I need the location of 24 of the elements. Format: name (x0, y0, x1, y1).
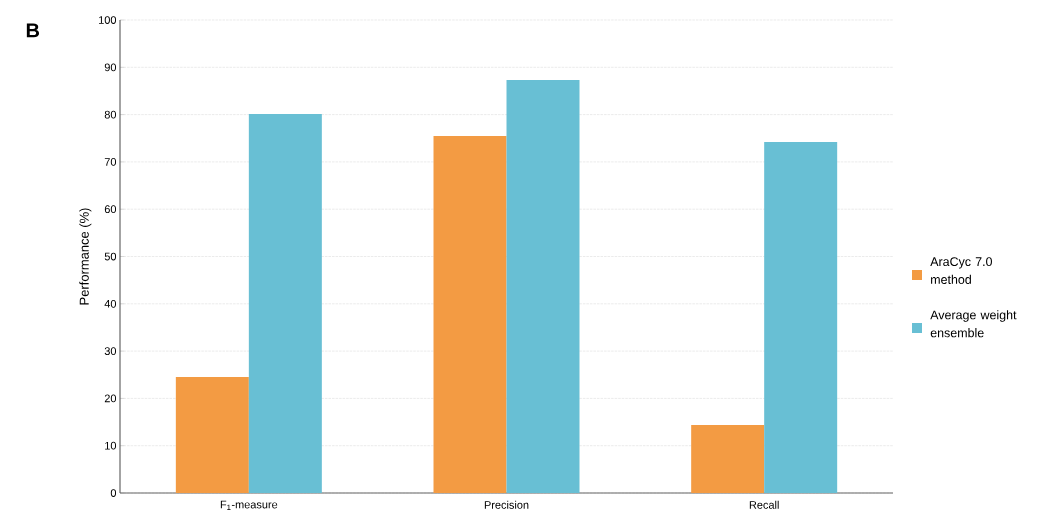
bar (433, 135, 507, 493)
y-tick-label: 0 (110, 489, 117, 497)
y-tick-label: 10 (105, 441, 117, 450)
y-tick-label: 100 (99, 16, 117, 24)
text: B (26, 23, 39, 38)
legend-label: Average weight ensemble (930, 310, 1017, 338)
y-tick-label: 70 (104, 158, 117, 166)
bar (691, 424, 765, 493)
y-axis-title: Performance (%) (79, 208, 92, 305)
bar (506, 80, 580, 493)
bar (175, 377, 249, 493)
bar (248, 114, 322, 493)
x-tick-label: F$_{1}$-measure (220, 500, 278, 510)
y-tick-label: 40 (104, 299, 117, 308)
y-tick-label: 80 (104, 110, 117, 119)
x-tick-label: Precision (484, 500, 529, 509)
y-tick-label: 90 (104, 63, 117, 72)
y-tick-label: 50 (104, 252, 117, 261)
bar (764, 142, 838, 493)
y-tick-label: 30 (104, 347, 117, 355)
y-tick-label: 60 (104, 205, 117, 214)
y-tick-label: 20 (104, 394, 117, 403)
legend-label: AraCyc 7.0 method (930, 257, 992, 284)
x-tick-label: Recall (749, 500, 779, 509)
